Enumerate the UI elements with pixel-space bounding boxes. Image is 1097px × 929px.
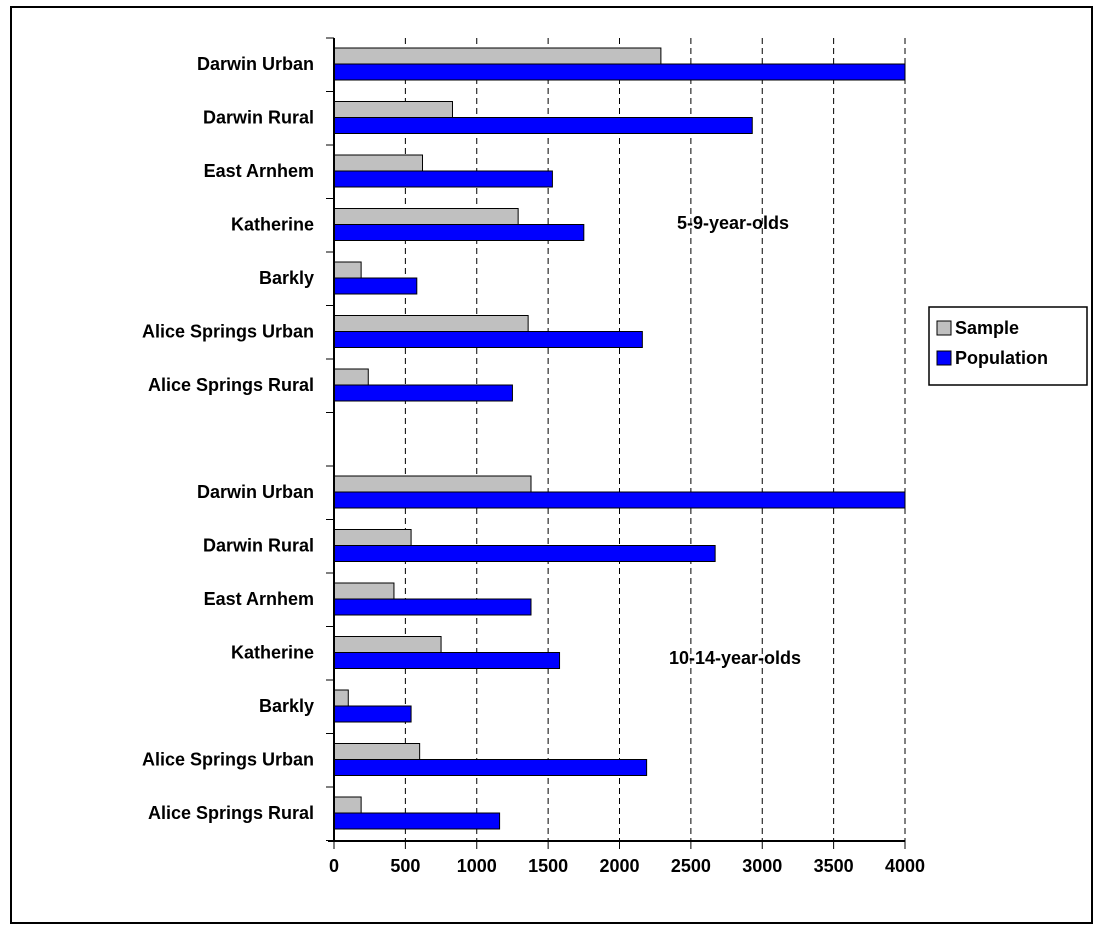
population-bar — [333, 63, 906, 81]
sample-bar — [333, 154, 424, 172]
sample-bar — [333, 796, 362, 814]
x-tick-label: 1500 — [528, 856, 568, 876]
sample-bar — [333, 529, 412, 546]
category-label: Alice Springs Rural — [148, 375, 314, 395]
x-tick-label: 4000 — [885, 856, 925, 876]
sample-bar — [333, 475, 532, 493]
sample-bar — [333, 47, 662, 65]
population-bar — [333, 812, 501, 830]
sample-bar — [333, 315, 529, 332]
sample-bar — [333, 743, 421, 760]
population-bar — [333, 224, 585, 241]
sample-bar — [333, 208, 519, 225]
x-tick-label: 2000 — [599, 856, 639, 876]
population-bar — [333, 652, 561, 669]
category-label: Alice Springs Urban — [142, 322, 314, 342]
category-label: Darwin Rural — [203, 536, 314, 556]
group-label: 5-9-year-olds — [677, 213, 789, 233]
category-label: East Arnhem — [204, 589, 314, 609]
category-label: Darwin Urban — [197, 482, 314, 502]
sample-bar — [333, 689, 349, 707]
category-label: Barkly — [259, 268, 314, 288]
legend-label: Population — [955, 348, 1048, 368]
legend-swatch-sample — [936, 320, 952, 336]
x-tick-label: 1000 — [457, 856, 497, 876]
category-label: Darwin Urban — [197, 54, 314, 74]
x-tick-label: 3500 — [814, 856, 854, 876]
population-bar — [333, 277, 418, 295]
legend-swatch-population — [936, 350, 952, 366]
sample-bar — [333, 101, 453, 118]
category-label: Barkly — [259, 696, 314, 716]
category-label: Alice Springs Rural — [148, 803, 314, 823]
population-bar — [333, 598, 532, 616]
population-bar — [333, 491, 906, 509]
population-bar — [333, 759, 648, 776]
legend-label: Sample — [955, 318, 1019, 338]
population-bar — [333, 384, 513, 402]
population-bar — [333, 545, 716, 562]
category-label: Katherine — [231, 643, 314, 663]
population-bar — [333, 170, 553, 188]
sample-bar — [333, 368, 369, 386]
x-tick-label: 2500 — [671, 856, 711, 876]
sample-bar — [333, 261, 362, 279]
category-label: East Arnhem — [204, 161, 314, 181]
population-bar — [333, 117, 753, 134]
category-label: Katherine — [231, 215, 314, 235]
sample-bar — [333, 636, 442, 653]
legend-box — [928, 306, 1088, 386]
x-tick-label: 0 — [329, 856, 339, 876]
group-label: 10-14-year-olds — [669, 648, 801, 668]
sample-bar — [333, 582, 395, 600]
category-label: Darwin Rural — [203, 108, 314, 128]
category-label: Alice Springs Urban — [142, 750, 314, 770]
x-tick-label: 3000 — [742, 856, 782, 876]
population-bar — [333, 331, 643, 348]
population-bar — [333, 705, 412, 723]
x-tick-label: 500 — [390, 856, 420, 876]
